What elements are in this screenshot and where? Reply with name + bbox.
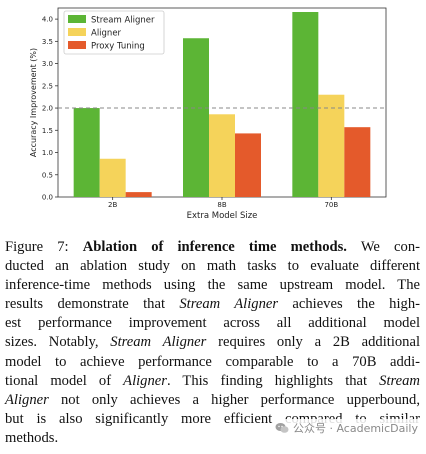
legend-label: Proxy Tuning (91, 42, 145, 52)
bar-proxy-tuning-8b (235, 133, 261, 197)
x-tick-label: 2B (108, 201, 117, 209)
y-tick-label: 3.0 (42, 60, 53, 68)
bar-aligner-70b (318, 94, 345, 197)
bar-chart: 0.0 0.5 1.0 1.5 2.0 2.5 3.0 3.5 4.0 2B 8B 70B Extra … (29, 7, 387, 221)
watermark: 公众号 · AcademicDaily (272, 419, 420, 437)
watermark-text: 公众号 · AcademicDaily (292, 422, 418, 435)
legend-swatch (68, 41, 86, 49)
legend-box (63, 10, 165, 55)
caption-line: tional model of Aligner. This finding hi… (5, 372, 420, 389)
wechat-icon (275, 422, 289, 434)
caption-line: inference-time methods using the same up… (5, 277, 420, 294)
caption-line: results demonstrate that Stream Aligner … (5, 296, 420, 313)
x-axis-label: Extra Model Size (187, 211, 258, 221)
legend-label: Aligner (91, 29, 122, 39)
caption-line: methods. (5, 429, 59, 446)
caption-line: model to achieve performance comparable … (5, 353, 420, 370)
bar-proxy-tuning-2b (125, 192, 152, 197)
bar-aligner-8b (209, 114, 235, 197)
caption-line: Aligner not only achieves a higher perfo… (5, 391, 420, 408)
caption-line: ducted an ablation study on math tasks t… (5, 258, 420, 275)
legend-swatch (68, 15, 86, 23)
caption-line: est performance improvement across all a… (5, 315, 420, 332)
y-tick-label: 0.5 (42, 171, 53, 179)
bar-stream-aligner-2b (73, 108, 100, 197)
legend-label: Stream Aligner (91, 16, 155, 26)
figure-chart: 0.0 0.5 1.0 1.5 2.0 2.5 3.0 3.5 4.0 2B 8B 70B Extra … (29, 7, 387, 221)
y-tick-label: 1.0 (42, 149, 53, 157)
x-tick-label: 70B (324, 201, 338, 209)
legend-swatch (68, 28, 86, 36)
y-tick-label: 2.0 (42, 105, 53, 113)
caption-line: Figure 7: Ablation of inference time met… (5, 239, 420, 255)
bar-proxy-tuning-70b (344, 127, 371, 197)
figure-caption: Figure 7: Ablation of inference time met… (5, 238, 420, 448)
bar-aligner-2b (99, 158, 126, 197)
y-tick-label: 4.0 (42, 16, 53, 24)
y-tick-label: 0.0 (42, 194, 53, 202)
y-tick-label: 2.5 (42, 82, 53, 90)
bar-stream-aligner-8b (183, 38, 209, 197)
caption-line: sizes. Notably, Stream Aligner requires … (5, 334, 421, 351)
x-tick-label: 8B (217, 201, 226, 209)
y-tick-label: 1.5 (42, 127, 53, 135)
y-tick-label: 3.5 (42, 38, 53, 46)
y-axis-label: Accuracy Improvement (%) (29, 48, 38, 157)
bar-stream-aligner-70b (292, 12, 319, 198)
